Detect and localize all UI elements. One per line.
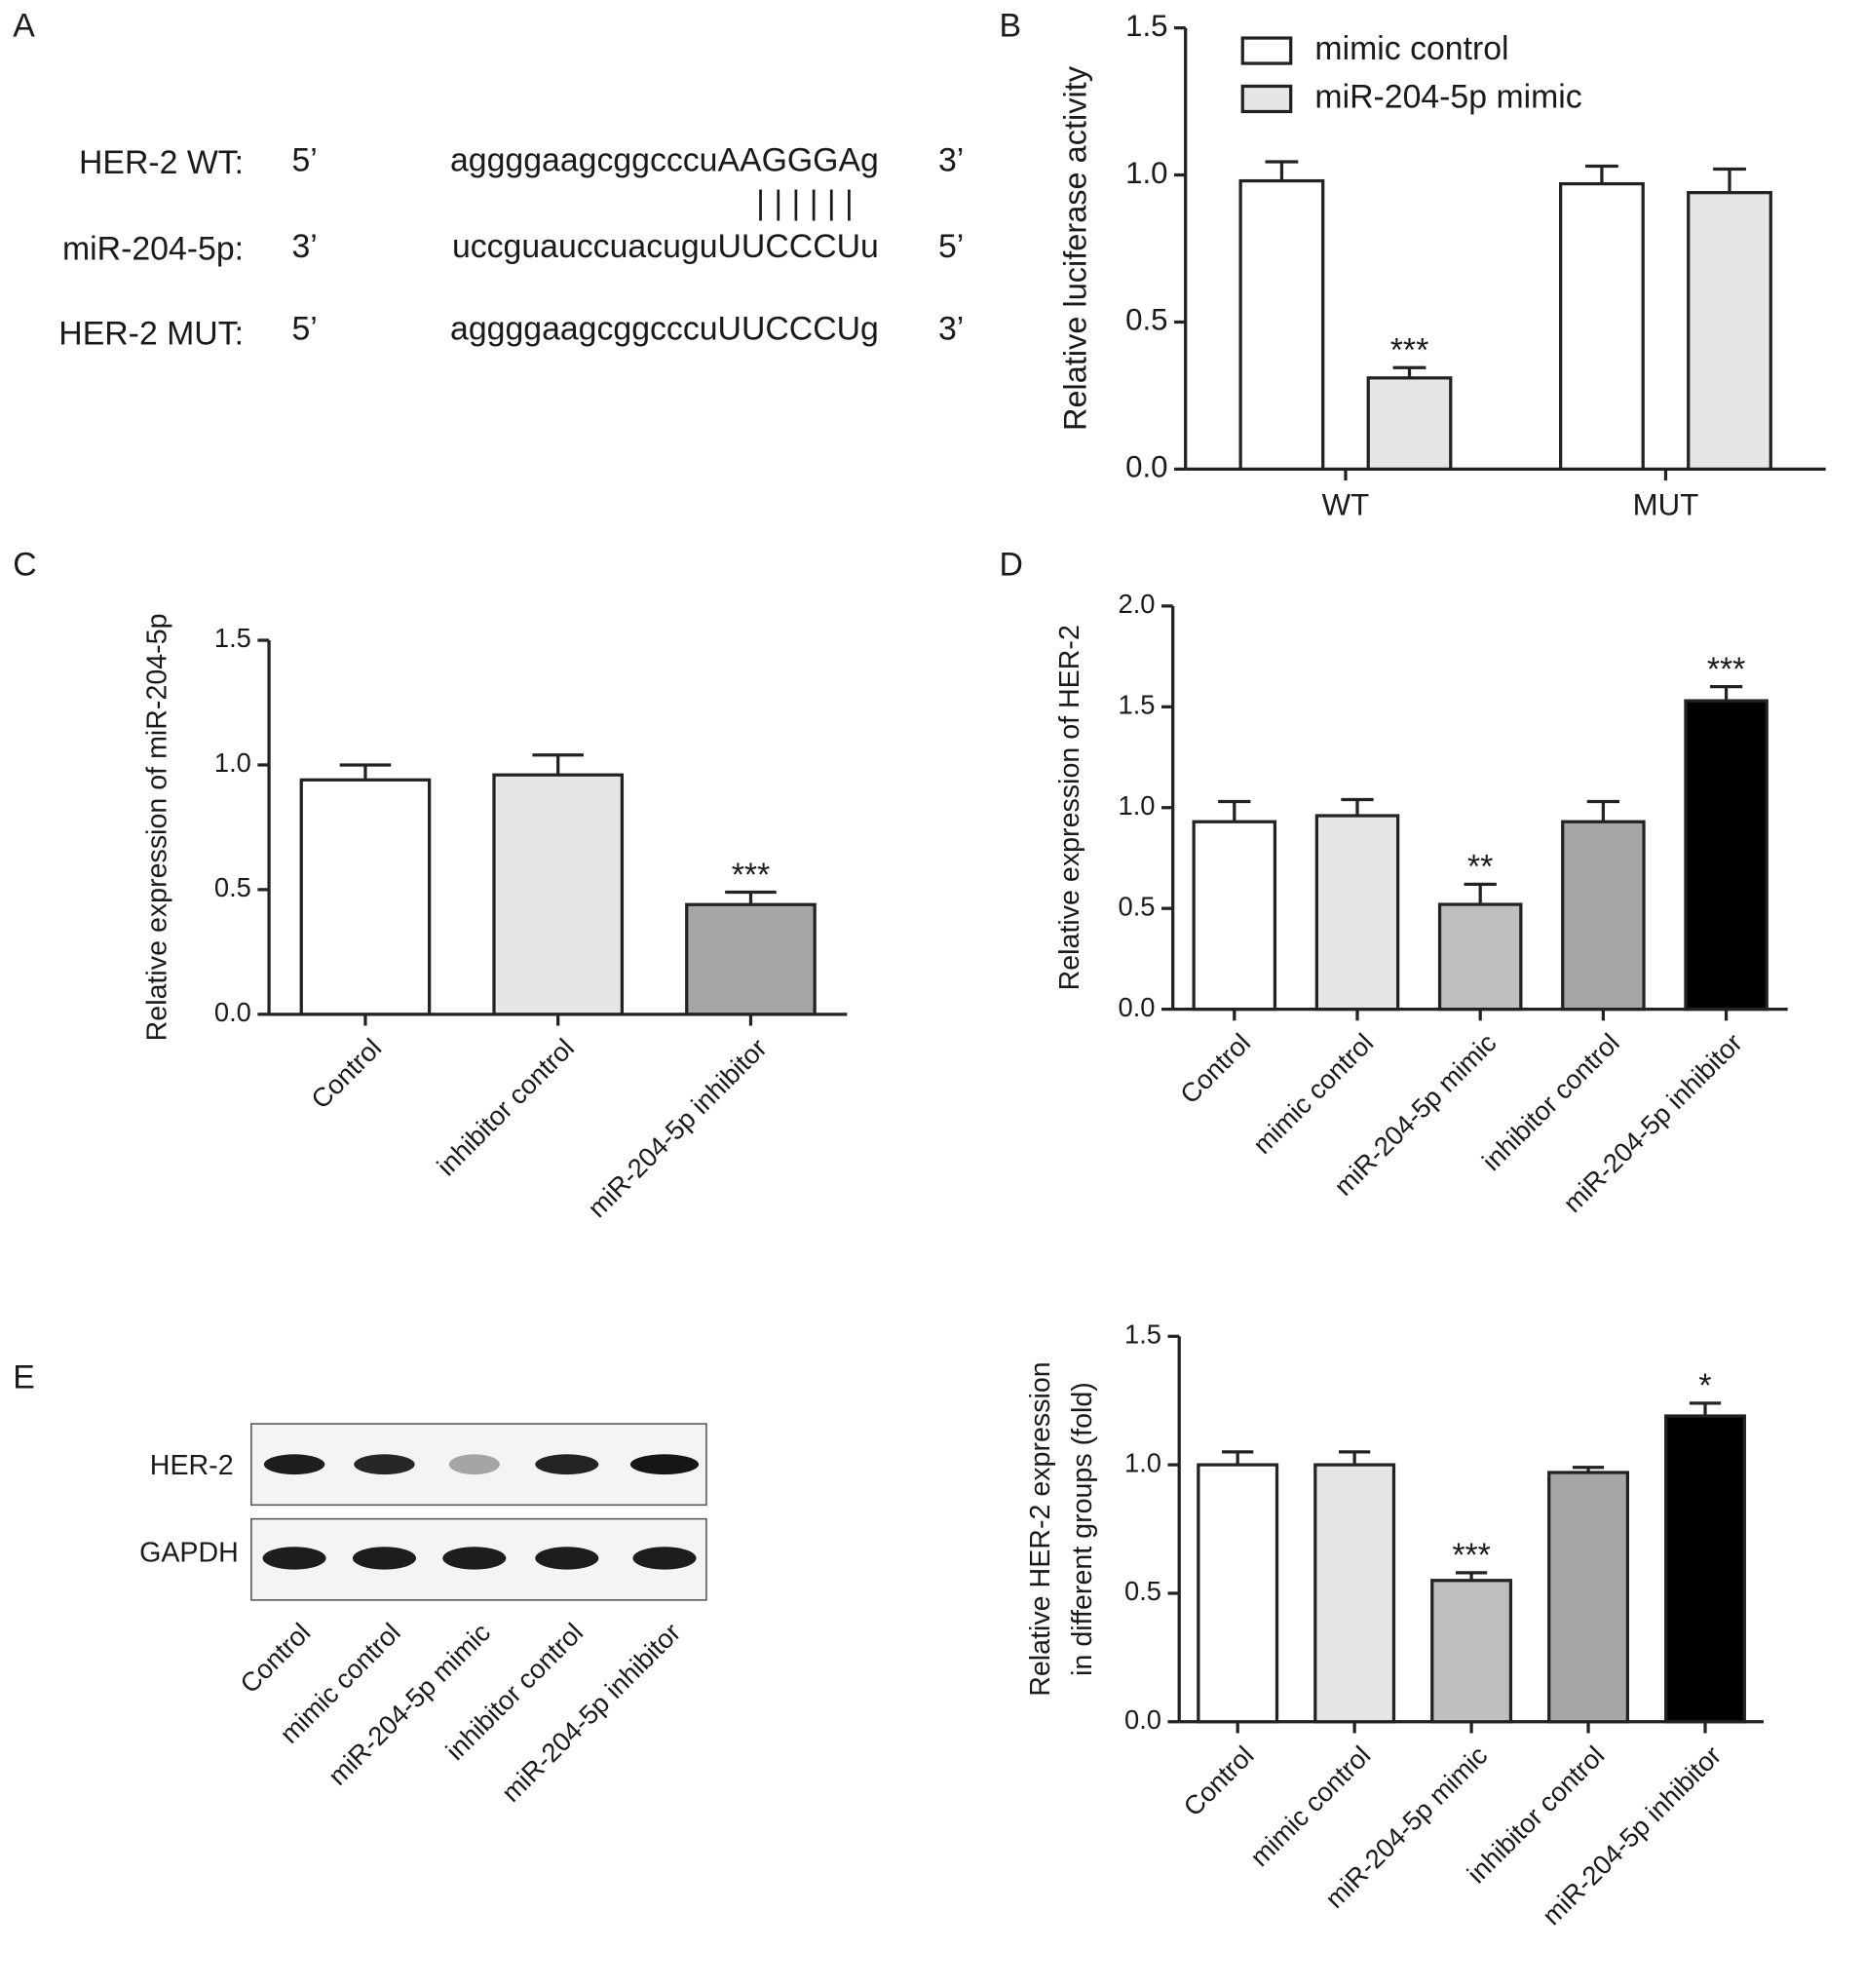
blot-band xyxy=(535,1454,599,1475)
seq-label: HER-2 MUT: xyxy=(58,316,244,353)
legend-label: mimic control xyxy=(1314,30,1508,67)
y-tick-label: 0.0 xyxy=(1124,1704,1161,1735)
y-tick-label: 0.5 xyxy=(1124,1576,1161,1606)
x-tick-label: WT xyxy=(1322,488,1370,522)
seq-label: miR-204-5p: xyxy=(62,231,244,268)
y-tick-label: 0.5 xyxy=(1125,303,1167,337)
significance: *** xyxy=(1390,332,1428,369)
y-tick-label: 1.0 xyxy=(1125,156,1167,190)
bar xyxy=(1430,1579,1513,1724)
sequence: uccguauccuacuguUUCCCUu xyxy=(452,228,879,265)
seq-end: 3’ xyxy=(938,141,964,178)
y-tick-label: 1.0 xyxy=(1119,790,1156,821)
blot-band xyxy=(448,1454,500,1475)
y-tick-label: 0.5 xyxy=(1119,891,1156,921)
chart: 0.0 0.5 1.0 1.5 2.0 Relative expression of HE… xyxy=(1054,589,1788,1218)
bar xyxy=(1313,1463,1396,1724)
sequence: aggggaagcggcccuAAGGGAg xyxy=(450,141,879,178)
y-tick-label: 1.5 xyxy=(1125,9,1167,43)
bar xyxy=(1238,178,1325,472)
y-axis-label: in different groups (fold) xyxy=(1067,1382,1098,1676)
bar xyxy=(1366,376,1453,472)
x-tick-label: mimic control xyxy=(1247,1027,1380,1160)
x-tick-label: Control xyxy=(1174,1027,1256,1109)
pairing: | | | | | | xyxy=(756,185,854,222)
blot-band xyxy=(262,1547,326,1570)
y-tick-label: 1.0 xyxy=(1124,1447,1161,1477)
seq-end: 3’ xyxy=(938,311,964,348)
x-tick-label: Control xyxy=(1177,1740,1259,1821)
chart: 0.0 0.5 1.0 1.5 Relative luciferase activity… xyxy=(1058,9,1826,522)
x-tick-label: mimic control xyxy=(1244,1740,1377,1872)
significance: *** xyxy=(1452,1537,1490,1574)
legend-swatch xyxy=(1240,36,1293,65)
seq-label: HER-2 WT: xyxy=(79,144,244,181)
bar xyxy=(1684,699,1769,1012)
seq-end: 3’ xyxy=(291,228,317,265)
y-tick-label: 0.0 xyxy=(1125,450,1167,484)
x-tick-label: MUT xyxy=(1633,488,1699,522)
blot-band xyxy=(442,1547,507,1570)
y-tick-label: 0.0 xyxy=(1119,992,1156,1022)
y-tick-label: 0.0 xyxy=(214,997,251,1027)
significance: *** xyxy=(732,857,770,894)
significance: *** xyxy=(1707,651,1745,688)
blot-row-label: HER-2 xyxy=(150,1450,234,1481)
y-tick-label: 0.5 xyxy=(214,872,251,902)
blot-band xyxy=(535,1547,599,1570)
significance: ** xyxy=(1467,849,1493,886)
panel-label: C xyxy=(13,546,36,583)
bar xyxy=(299,778,432,1016)
y-axis-label: Relative expression of HER-2 xyxy=(1054,625,1085,990)
bar xyxy=(1437,902,1523,1012)
blot-lane-label: Control xyxy=(234,1617,316,1699)
blot-lane-label: miR-204-5p inhibitor xyxy=(496,1617,687,1808)
y-tick-label: 1.0 xyxy=(214,747,251,778)
y-axis-label: Relative HER-2 expression xyxy=(1025,1361,1056,1696)
bar xyxy=(1687,191,1772,472)
panel-label: B xyxy=(999,8,1021,45)
chart: 0.0 0.5 1.0 1.5 Relative HER-2 expression in … xyxy=(1025,1319,1764,1931)
panel-label: E xyxy=(13,1358,35,1395)
significance: * xyxy=(1698,1367,1711,1404)
y-axis-label: Relative luciferase activity xyxy=(1058,65,1093,431)
bar xyxy=(1547,1471,1629,1724)
bar xyxy=(1559,181,1645,472)
sequence: aggggaagcggcccuUUCCCUg xyxy=(450,311,879,348)
chart: 0.0 0.5 1.0 1.5 Relative expression of miR-2… xyxy=(141,613,848,1223)
y-tick-label: 2.0 xyxy=(1119,589,1156,619)
seq-end: 5’ xyxy=(291,141,317,178)
bar xyxy=(1314,814,1400,1012)
y-tick-label: 1.5 xyxy=(1124,1319,1161,1349)
blot-band xyxy=(352,1547,416,1570)
panel-label: D xyxy=(999,546,1022,583)
blot-band xyxy=(263,1454,325,1475)
bar xyxy=(1664,1414,1746,1724)
legend-label: miR-204-5p mimic xyxy=(1314,78,1581,115)
y-tick-label: 1.5 xyxy=(1119,690,1156,720)
panel-label: A xyxy=(13,8,35,45)
y-tick-label: 1.5 xyxy=(214,623,251,653)
x-tick-label: Control xyxy=(305,1032,387,1114)
blot-band xyxy=(629,1454,700,1475)
y-axis-label: Relative expression of miR-204-5p xyxy=(141,613,172,1041)
seq-end: 5’ xyxy=(291,311,317,348)
x-tick-label: miR-204-5p inhibitor xyxy=(582,1032,773,1223)
seq-end: 5’ xyxy=(938,228,964,265)
blot-row-label: GAPDH xyxy=(139,1538,239,1569)
bar xyxy=(492,773,625,1016)
bar xyxy=(685,902,817,1016)
bar xyxy=(1561,820,1646,1012)
legend-swatch xyxy=(1240,84,1293,114)
blot-lane-label: miR-204-5p mimic xyxy=(323,1617,497,1791)
x-tick-label: inhibitor control xyxy=(431,1032,580,1181)
bar xyxy=(1192,820,1277,1012)
blot-band xyxy=(354,1454,415,1475)
blot-band xyxy=(632,1547,697,1570)
alignment: HER-2 WT: 5’ aggggaagcggcccuAAGGGAg 3’ |… xyxy=(58,141,964,352)
bar xyxy=(1197,1463,1279,1724)
